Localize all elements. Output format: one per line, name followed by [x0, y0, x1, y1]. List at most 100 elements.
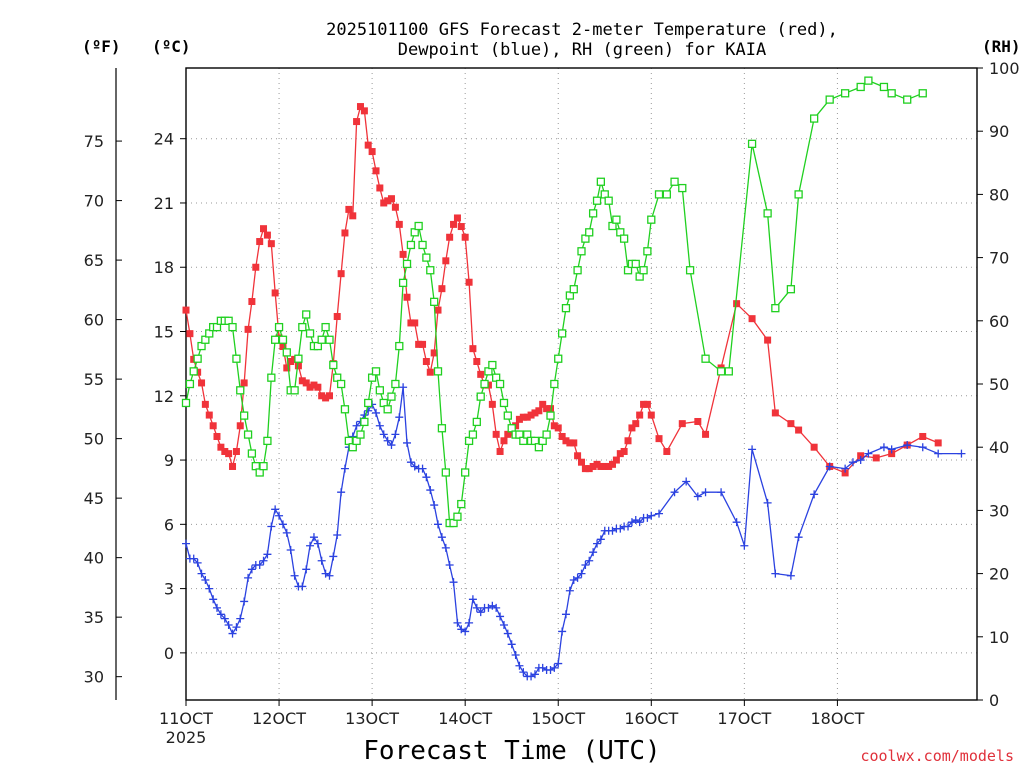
temperature-point [333, 313, 341, 321]
temperature-point [628, 424, 636, 432]
temperature-point [430, 349, 438, 357]
dewpoint-point [302, 565, 311, 574]
rh-point [604, 196, 613, 205]
temperature-point [543, 405, 551, 413]
dewpoint-point [337, 488, 346, 497]
temperature-point [469, 345, 477, 353]
celsius-tick-label: 24 [154, 130, 174, 149]
temperature-point [318, 392, 326, 400]
temperature-line [185, 105, 939, 474]
temperature-point [872, 454, 880, 462]
temperature-point [554, 424, 562, 432]
dewpoint-point [794, 533, 803, 542]
dewpoint-point [278, 520, 287, 529]
dewpoint-point [275, 511, 284, 520]
rh-point [647, 215, 656, 224]
rh-point [305, 329, 315, 338]
rh-point [228, 322, 237, 332]
temperature-point [322, 394, 330, 402]
rh-point [557, 329, 567, 338]
dewpoint-point [577, 569, 586, 578]
dewpoint-point [701, 488, 710, 497]
dewpoint-point [593, 539, 602, 548]
dewpoint-point [879, 443, 888, 452]
dewpoint-point [693, 492, 702, 501]
rh-point [856, 82, 865, 92]
dewpoint-point [546, 666, 555, 675]
rh-point [298, 322, 307, 332]
dewpoint-point [375, 421, 384, 430]
rh-point [247, 449, 257, 458]
dewpoint-point [732, 518, 741, 527]
dewpoint-point [426, 486, 435, 495]
dewpoint-point [383, 436, 392, 445]
temperature-point [283, 364, 291, 372]
rh-point [503, 411, 512, 420]
dewpoint-point [434, 520, 443, 529]
rh-point [418, 240, 427, 250]
fahrenheit-tick-label: 40 [84, 549, 104, 568]
dewpoint-point [197, 569, 206, 578]
rh-point [356, 430, 365, 439]
rh-point [488, 360, 497, 370]
dewpoint-point [608, 526, 617, 535]
temperature-point [620, 447, 628, 455]
rh-point [724, 367, 733, 376]
temperature-point [655, 435, 663, 443]
fahrenheit-tick-label: 55 [84, 370, 104, 389]
rh-point [561, 304, 571, 313]
rh-point [499, 398, 509, 408]
temperature-point [236, 422, 244, 430]
temperature-point [364, 141, 372, 149]
temperature-point [213, 432, 221, 440]
rh-point [546, 411, 555, 420]
temperature-point [547, 405, 555, 413]
dewpoint-point [309, 533, 318, 542]
temperature-point [345, 205, 353, 213]
dewpoint-point [298, 582, 307, 591]
site-credit: coolwx.com/models [860, 747, 1014, 765]
dewpoint-point [321, 569, 330, 578]
temperature-point [325, 392, 333, 400]
dewpoint-point [189, 554, 198, 563]
rh-tick-label: 40 [989, 438, 1009, 457]
rh-point [678, 183, 687, 193]
celsius-tick-label: 3 [164, 580, 174, 599]
rh-point [263, 436, 272, 446]
temperature-point [461, 233, 469, 241]
dewpoint-point [472, 603, 481, 612]
rh-point [181, 398, 191, 408]
dewpoint-point [430, 501, 439, 510]
rh-point [585, 228, 594, 237]
temperature-point [415, 340, 423, 348]
dewpoint-point [395, 413, 404, 422]
rh-point [282, 348, 291, 357]
dewpoint-point [271, 505, 280, 514]
rh-point [577, 247, 586, 256]
dewpoint-point [569, 576, 578, 585]
temperature-point [888, 450, 896, 458]
dewpoint-point [267, 522, 276, 531]
dewpoint-point [519, 668, 528, 677]
rh-point [840, 89, 850, 98]
dewpoint-point [887, 445, 896, 454]
rh-tick-label: 100 [989, 59, 1020, 78]
dewpoint-point [717, 488, 726, 497]
dewpoint-point [325, 571, 334, 580]
celsius-tick-label: 12 [154, 387, 174, 406]
rh-line [185, 79, 923, 524]
dewpoint-point [399, 383, 408, 392]
temperature-point [457, 223, 465, 231]
temperature-point [597, 462, 605, 470]
dewpoint-point [476, 608, 485, 617]
temperature-point [391, 203, 399, 211]
temperature-point [550, 422, 558, 430]
rh-point [383, 405, 392, 414]
temperature-point [488, 400, 496, 408]
temperature-point [198, 379, 206, 387]
temperature-point [643, 400, 651, 408]
temperature-point [205, 411, 213, 419]
rh-unit-label: (RH) [982, 37, 1021, 56]
temperature-point [426, 368, 434, 376]
rh-point [670, 177, 679, 186]
